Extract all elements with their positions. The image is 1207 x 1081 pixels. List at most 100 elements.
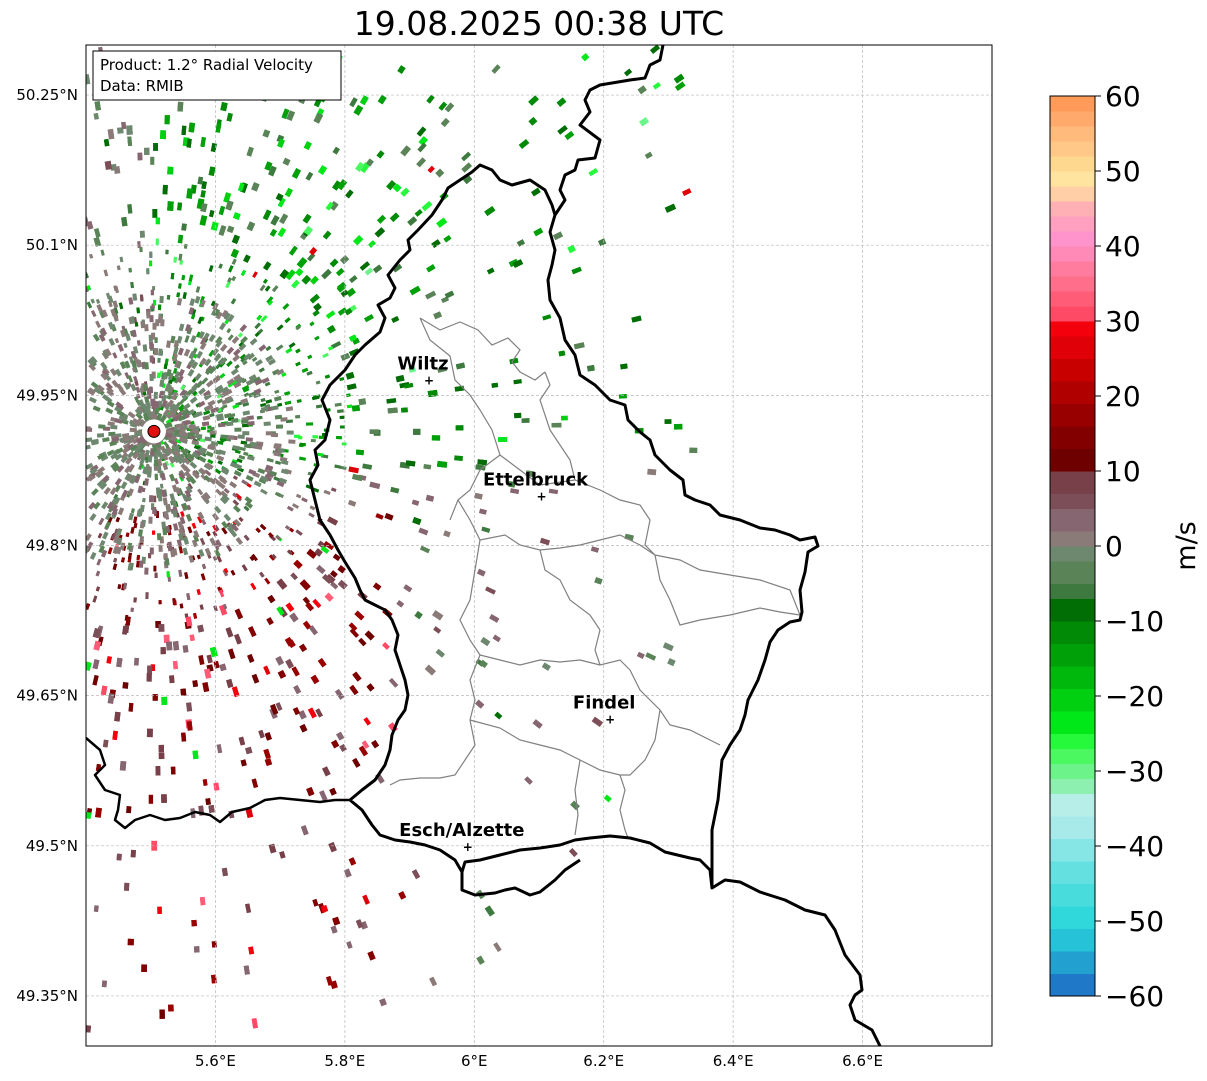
echo-bin (126, 125, 133, 135)
echo-bin (95, 807, 102, 818)
echo-bin (246, 146, 254, 157)
echo-bin (664, 203, 677, 213)
echo-bin (306, 786, 315, 797)
echo-bin (160, 647, 166, 655)
echo-bin (475, 699, 485, 709)
echo-bin (340, 352, 351, 361)
echo-bin (159, 379, 165, 388)
echo-bin (97, 532, 103, 539)
echo-bin (264, 381, 271, 387)
echo-bin (162, 462, 169, 471)
echo-bin (179, 398, 186, 405)
echo-bin (390, 486, 400, 494)
echo-bin (230, 569, 236, 576)
echo-bin (324, 592, 334, 602)
echo-bin (364, 267, 374, 276)
echo-bin (249, 555, 255, 562)
echo-bin (301, 497, 308, 503)
echo-bin (264, 758, 273, 767)
colorbar-segment (1050, 793, 1095, 817)
echo-bin (128, 552, 132, 560)
echo-bin (330, 925, 338, 934)
colorbar-tick-label: 30 (1105, 305, 1141, 338)
echo-bin (268, 843, 277, 854)
echo-bin (158, 752, 165, 760)
echo-bin (93, 905, 99, 913)
echo-bin (119, 361, 127, 370)
echo-bin (153, 495, 157, 503)
echo-bin (147, 665, 153, 675)
echo-bin (148, 794, 154, 804)
echo-bin (275, 702, 283, 711)
echo-bin (424, 664, 436, 676)
echo-bin (425, 494, 435, 502)
echo-bin (336, 436, 342, 440)
echo-bin (512, 259, 524, 268)
echo-bin (316, 564, 326, 575)
echo-bin (373, 264, 383, 274)
echo-bin (119, 256, 124, 263)
echo-bin (475, 464, 486, 471)
echo-bin (322, 573, 333, 584)
echo-bin (513, 379, 522, 385)
echo-bin (223, 487, 230, 494)
echo-bin (275, 460, 282, 465)
echo-bin (286, 110, 296, 121)
echo-bin (251, 673, 260, 684)
echo-bin (117, 507, 125, 516)
echo-bin (243, 392, 250, 398)
echo-bin (443, 530, 451, 538)
echo-bin (216, 455, 225, 462)
echo-bin (276, 324, 284, 331)
echo-bin (340, 425, 346, 429)
echo-bin (234, 608, 244, 620)
echo-bin (153, 299, 157, 306)
echo-bin (116, 853, 122, 861)
echo-bin (93, 237, 102, 247)
echo-bin (312, 435, 318, 439)
echo-bin (364, 314, 374, 323)
echo-bin (105, 386, 114, 394)
echo-bin (257, 328, 264, 335)
echo-bin (528, 116, 538, 126)
colorbar-segment (1050, 231, 1095, 247)
echo-bin (199, 438, 206, 443)
echo-bin (168, 378, 174, 384)
echo-bin (509, 357, 519, 365)
echo-bin (137, 450, 145, 459)
echo-bin (341, 442, 347, 446)
echo-bin (387, 407, 398, 414)
echo-bin (405, 460, 416, 467)
echo-bin (193, 612, 198, 619)
echo-bin (349, 628, 360, 638)
echo-bin (644, 151, 653, 159)
echo-bin (90, 310, 97, 318)
echo-bin (444, 102, 455, 113)
echo-bin (384, 512, 394, 521)
echo-bin (195, 350, 204, 359)
echo-bin (216, 744, 223, 754)
echo-bin (282, 157, 291, 166)
echo-bin (359, 162, 370, 174)
colorbar-segment (1050, 583, 1095, 599)
echo-bin (181, 223, 187, 231)
echo-bin (218, 205, 226, 216)
echo-bin (494, 711, 503, 720)
echo-bin (248, 946, 255, 955)
echo-bin (664, 419, 672, 424)
echo-bin (109, 368, 118, 377)
echo-bin (403, 584, 413, 593)
echo-bin (179, 389, 187, 397)
echo-bin (221, 309, 229, 318)
echo-bin (295, 529, 303, 536)
echo-bin (172, 367, 178, 374)
colorbar-tick-label: 10 (1105, 455, 1141, 488)
echo-bin (312, 898, 319, 907)
echo-bin (96, 558, 102, 566)
colorbar-tick-label: −60 (1105, 980, 1164, 1013)
echo-bin (332, 180, 342, 191)
echo-bin (652, 82, 661, 90)
echo-bin (345, 189, 354, 199)
echo-bin (336, 283, 346, 293)
